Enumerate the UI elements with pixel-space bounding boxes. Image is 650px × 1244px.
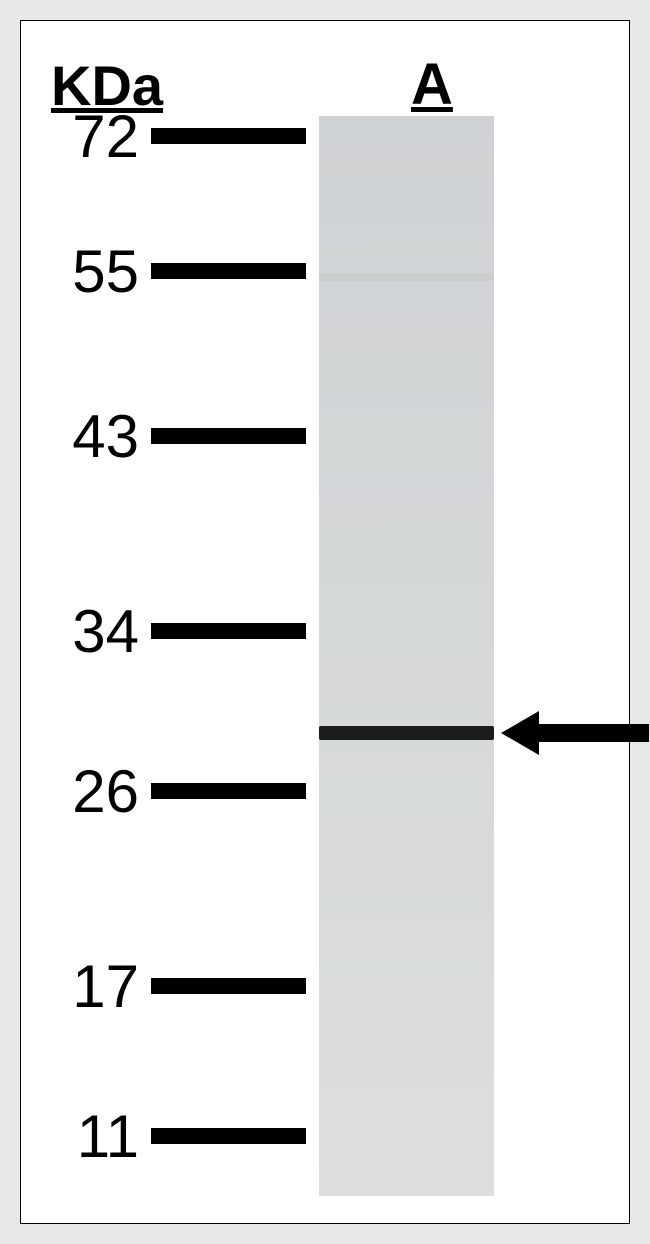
- mw-tick-26: [151, 783, 306, 799]
- mw-label-11: 11: [49, 1102, 139, 1171]
- arrow-shaft: [539, 724, 649, 742]
- faint-band: [319, 273, 494, 281]
- mw-label-43: 43: [49, 402, 139, 471]
- mw-label-26: 26: [49, 757, 139, 826]
- target-band: [319, 726, 494, 740]
- arrow-head: [501, 711, 539, 755]
- mw-label-34: 34: [49, 597, 139, 666]
- mw-tick-11: [151, 1128, 306, 1144]
- mw-tick-17: [151, 978, 306, 994]
- lane-a-label: A: [411, 51, 453, 118]
- mw-tick-72: [151, 128, 306, 144]
- band-arrow-icon: [501, 711, 649, 755]
- mw-label-55: 55: [49, 237, 139, 306]
- mw-label-72: 72: [49, 102, 139, 171]
- mw-tick-55: [151, 263, 306, 279]
- blot-frame: KDa A 72554334261711: [20, 20, 630, 1224]
- mw-label-17: 17: [49, 952, 139, 1021]
- mw-tick-43: [151, 428, 306, 444]
- mw-tick-34: [151, 623, 306, 639]
